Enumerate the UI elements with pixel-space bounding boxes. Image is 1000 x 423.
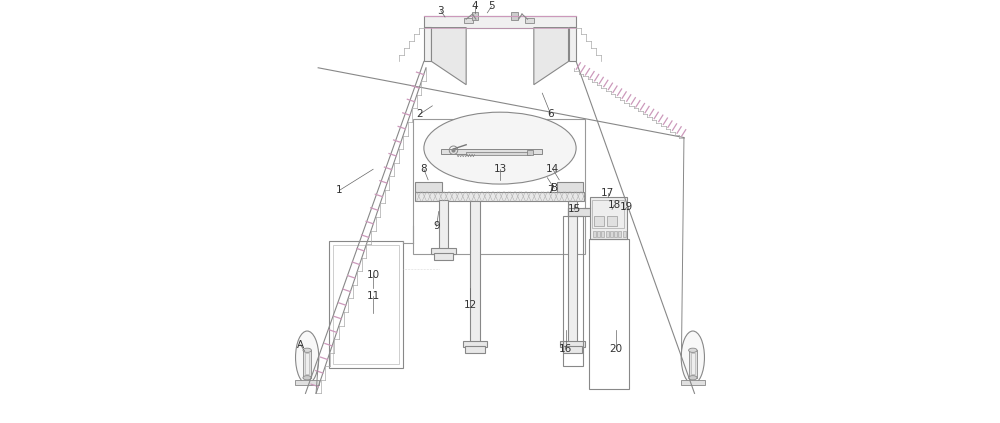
Bar	[593, 231, 596, 236]
Bar	[618, 231, 621, 236]
Ellipse shape	[689, 348, 697, 352]
Text: 12: 12	[464, 299, 477, 310]
Bar	[563, 346, 582, 353]
Bar	[470, 201, 480, 347]
Bar	[424, 16, 576, 27]
Text: 14: 14	[546, 164, 559, 174]
Text: 6: 6	[547, 109, 554, 119]
Bar	[563, 216, 583, 366]
Polygon shape	[534, 27, 569, 85]
Text: 9: 9	[433, 221, 440, 231]
Bar	[569, 27, 576, 61]
Bar	[594, 216, 604, 226]
Bar	[415, 192, 584, 201]
Text: A: A	[297, 340, 304, 350]
Bar	[610, 231, 613, 236]
Bar	[623, 231, 626, 236]
Text: 17: 17	[601, 187, 614, 198]
Bar	[601, 231, 604, 236]
Text: 5: 5	[488, 1, 495, 11]
Bar	[590, 197, 627, 239]
Bar	[424, 27, 431, 61]
Text: 18: 18	[608, 200, 621, 210]
Bar	[333, 245, 399, 364]
Bar	[589, 239, 629, 389]
Ellipse shape	[303, 376, 311, 380]
Bar	[689, 350, 697, 378]
Bar	[568, 201, 577, 347]
Bar	[592, 200, 624, 228]
Text: 7: 7	[547, 185, 554, 195]
Ellipse shape	[296, 331, 319, 384]
Bar	[614, 231, 617, 236]
Bar	[511, 12, 518, 20]
Bar	[472, 12, 478, 20]
Bar	[525, 18, 534, 23]
Polygon shape	[431, 27, 466, 85]
Bar	[691, 353, 695, 374]
Ellipse shape	[303, 348, 311, 352]
Text: 8: 8	[421, 164, 427, 174]
Bar	[415, 182, 442, 192]
Bar	[305, 353, 309, 374]
Bar	[597, 231, 600, 236]
Text: 16: 16	[559, 344, 572, 354]
Bar	[413, 118, 585, 254]
Bar	[607, 216, 617, 226]
Text: 3: 3	[437, 5, 444, 16]
Bar	[434, 253, 453, 260]
Text: 13: 13	[493, 164, 507, 174]
Text: B: B	[551, 183, 558, 193]
Bar	[464, 18, 473, 23]
Bar	[439, 200, 448, 254]
Bar	[465, 346, 485, 353]
Ellipse shape	[689, 376, 697, 380]
Ellipse shape	[424, 112, 576, 184]
Bar	[560, 341, 585, 347]
Text: 10: 10	[367, 270, 380, 280]
Bar	[441, 149, 542, 154]
Bar	[431, 247, 456, 254]
Bar	[681, 380, 705, 385]
Bar	[527, 150, 533, 155]
Ellipse shape	[681, 331, 704, 384]
Text: 1: 1	[336, 185, 343, 195]
Bar	[463, 341, 487, 347]
Text: 20: 20	[610, 344, 623, 354]
Text: 2: 2	[416, 109, 423, 119]
Bar	[606, 231, 609, 236]
Bar	[466, 152, 530, 155]
Bar	[303, 350, 311, 378]
Text: 15: 15	[567, 204, 581, 214]
Bar	[557, 182, 583, 192]
Bar	[329, 241, 403, 368]
Text: 19: 19	[620, 202, 633, 212]
Text: 4: 4	[471, 1, 478, 11]
Bar	[295, 380, 319, 385]
Text: 11: 11	[367, 291, 380, 301]
Bar	[568, 208, 593, 216]
